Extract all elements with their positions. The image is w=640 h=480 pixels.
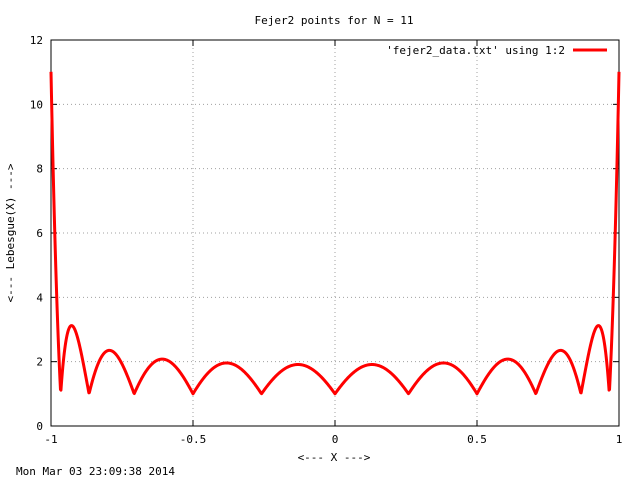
x-tick-label: 0 bbox=[332, 433, 339, 446]
x-tick-label: -0.5 bbox=[180, 433, 207, 446]
y-axis-label: <--- Lebesgue(X) ---> bbox=[4, 163, 17, 302]
series-line bbox=[49, 71, 621, 396]
y-tick-label: 8 bbox=[36, 163, 43, 176]
y-tick-label: 12 bbox=[30, 34, 43, 47]
y-tick-label: 0 bbox=[36, 420, 43, 433]
chart-title: Fejer2 points for N = 11 bbox=[255, 14, 414, 27]
x-tick-label: 1 bbox=[616, 433, 623, 446]
timestamp: Mon Mar 03 23:09:38 2014 bbox=[16, 465, 175, 478]
legend: 'fejer2_data.txt' using 1:2 bbox=[386, 44, 607, 57]
y-tick-label: 6 bbox=[36, 227, 43, 240]
x-axis-label: <--- X ---> bbox=[298, 451, 371, 464]
x-tick-label: 0.5 bbox=[467, 433, 487, 446]
legend-label: 'fejer2_data.txt' using 1:2 bbox=[386, 44, 565, 57]
grid bbox=[51, 40, 619, 426]
x-tick-label: -1 bbox=[44, 433, 57, 446]
y-tick-label: 2 bbox=[36, 356, 43, 369]
y-tick-label: 10 bbox=[30, 98, 43, 111]
y-tick-label: 4 bbox=[36, 291, 43, 304]
